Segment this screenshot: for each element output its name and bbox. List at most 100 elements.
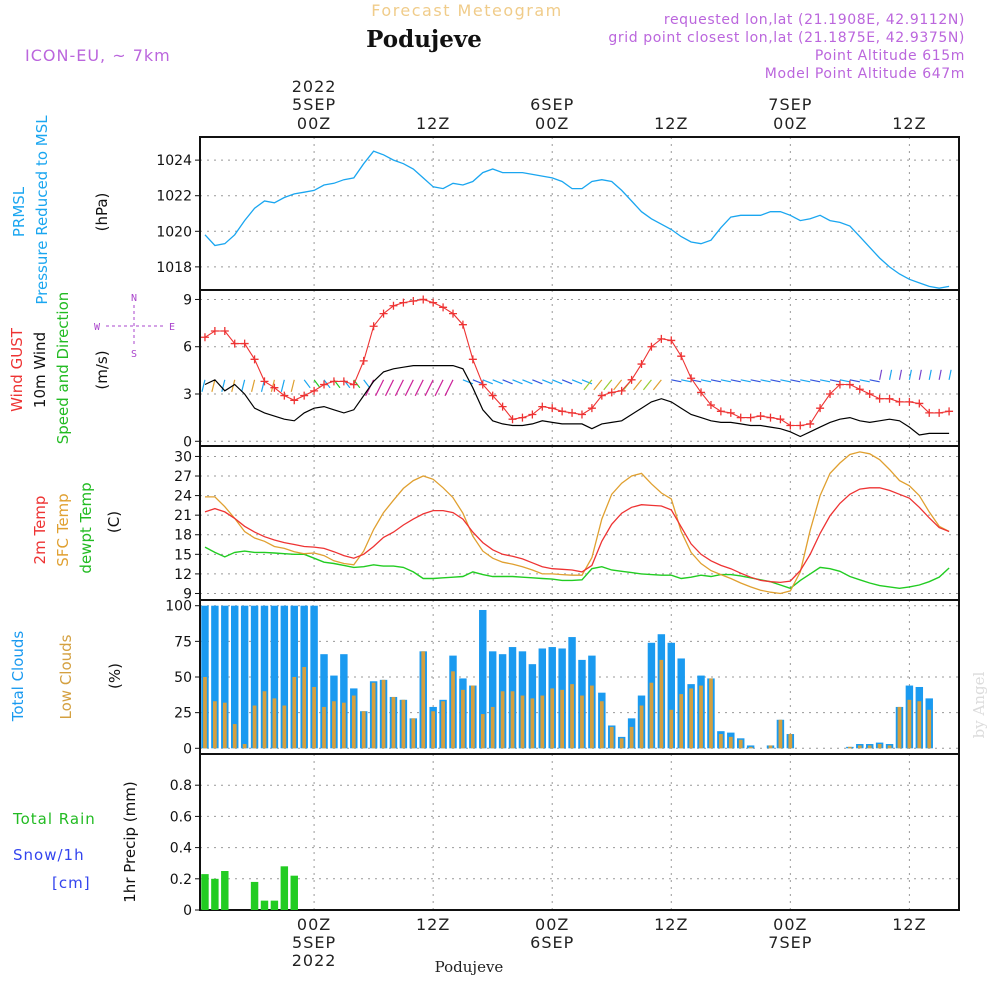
wind-dir-arrow [313,379,321,389]
top-year-label: 2022 [292,77,337,96]
low-cloud-bar [282,705,287,749]
gust-marker [320,380,329,389]
wind-dir-arrow [512,379,523,385]
gust-marker [558,407,567,416]
ytick-label: 1018 [156,260,192,276]
top-tick-label: 00Z [535,114,569,133]
precip-unit: 1hr Precip (mm) [121,781,139,902]
chart-title: Podujeve [366,26,482,53]
low-cloud-bar [728,736,733,749]
low-cloud-bar [857,745,862,749]
total-cloud-bar [211,605,219,749]
low-cloud-bar [272,698,277,749]
top-tick-label: 12Z [654,114,688,133]
low-cloud-bar [629,726,634,749]
bottom-time-axis: 00Z 12Z 00Z 12Z 00Z 12Z 5SEP 6SEP 7SEP 2022 [292,915,926,970]
wind-dir-arrow [839,379,851,383]
ytick-label: 18 [174,528,192,544]
gust-marker [816,404,825,413]
low-cloud-bar [907,699,912,749]
panel-clouds: 0 25 50 75 100 [165,599,960,757]
wind-dir-arrow [241,379,246,392]
gust-marker [300,391,309,400]
pressure-side-labels: PRMSL Pressure Reduced to MSL (hPa) [10,115,111,305]
low-cloud-bar [570,684,574,749]
gust-marker [339,377,348,386]
gust-marker [488,391,497,400]
watermark: by Angel [970,671,988,738]
gust-marker [776,415,785,424]
ytick-label: 24 [174,489,192,505]
precip-side-labels: Total Rain Snow/1h [cm] 1hr Precip (mm) [12,781,139,902]
low-cloud-bar [312,686,316,749]
gust-marker [617,386,626,395]
gust-marker [697,388,706,397]
wind-dir-arrow [918,369,922,380]
rain-bar [201,874,209,910]
wind-dir-arrow [394,379,404,397]
wind-dir-arrow [444,379,454,397]
low-cloud-bar [639,705,644,749]
wind-dir-arrow [750,379,761,383]
gust-marker [945,407,954,416]
ytick-label: 6 [183,340,192,356]
rain-bar [221,871,229,910]
gust-marker [220,326,229,335]
wind-dir-arrow [363,379,371,389]
gust-marker [478,380,487,389]
low-cloud-bar [927,709,932,749]
panel-prmsl: 1018 1020 1022 1024 [156,136,960,291]
temp-side-labels: 2m Temp SFC Temp dewpt Temp (C) [31,482,123,573]
temp-2m-label: 2m Temp [31,496,49,565]
wind-dir-arrow [201,379,206,392]
gust-marker [260,377,269,386]
ytick-label: 75 [174,634,192,650]
gust-marker [389,301,398,310]
wind-dir-arrow [730,379,741,383]
wind-dir-arrow [583,379,593,391]
compass-e: E [169,322,175,333]
wind-dir-arrow [221,379,226,392]
low-cloud-bar [302,667,307,749]
top-tick-label: 00Z [773,114,807,133]
low-cloud-bar [222,702,227,749]
low-cloud-bar [699,685,703,749]
total-cloud-bar [260,605,269,749]
ytick-label: 15 [174,547,192,563]
gust-marker [587,404,596,413]
low-cloud-bar [540,695,545,749]
low-cloud-bar [897,706,902,749]
gust-marker [498,402,507,411]
wind-dir-arrow [414,379,424,397]
gust-marker [687,374,696,383]
ytick-label: 12 [174,567,192,583]
wind-dir-arrow [250,379,256,392]
low-cloud-bar [480,714,485,749]
pressure-unit: (hPa) [93,193,111,232]
low-cloud-bar [788,734,793,749]
gust-marker [607,388,616,397]
panel-precip: 0 0.2 0.4 0.6 0.8 [170,753,960,919]
gust-marker [528,410,537,419]
wind-dir-arrow [502,379,513,385]
gust-marker [439,303,448,312]
total-cloud-bar [320,654,328,749]
low-cloud-bar [232,724,237,749]
rain-bar [270,900,279,910]
low-cloud-bar [679,694,684,749]
total-cloud-bar [280,605,289,749]
wind-dir-arrow [290,379,295,392]
ytick-label: 1024 [156,153,192,169]
wind-dir-arrow [593,379,603,391]
wind-dir-arrow [303,379,311,389]
ytick-label: 0.8 [170,778,192,794]
gust-marker [925,408,934,417]
gust-marker [875,394,884,403]
gust-marker [230,339,239,348]
gust-marker [667,336,676,345]
wind-dir-arrow [384,379,395,397]
low-cloud-bar [867,745,872,749]
low-cloud-bar [451,671,455,749]
wind-dir-arrow [375,379,385,397]
dewpt-line [204,546,950,590]
